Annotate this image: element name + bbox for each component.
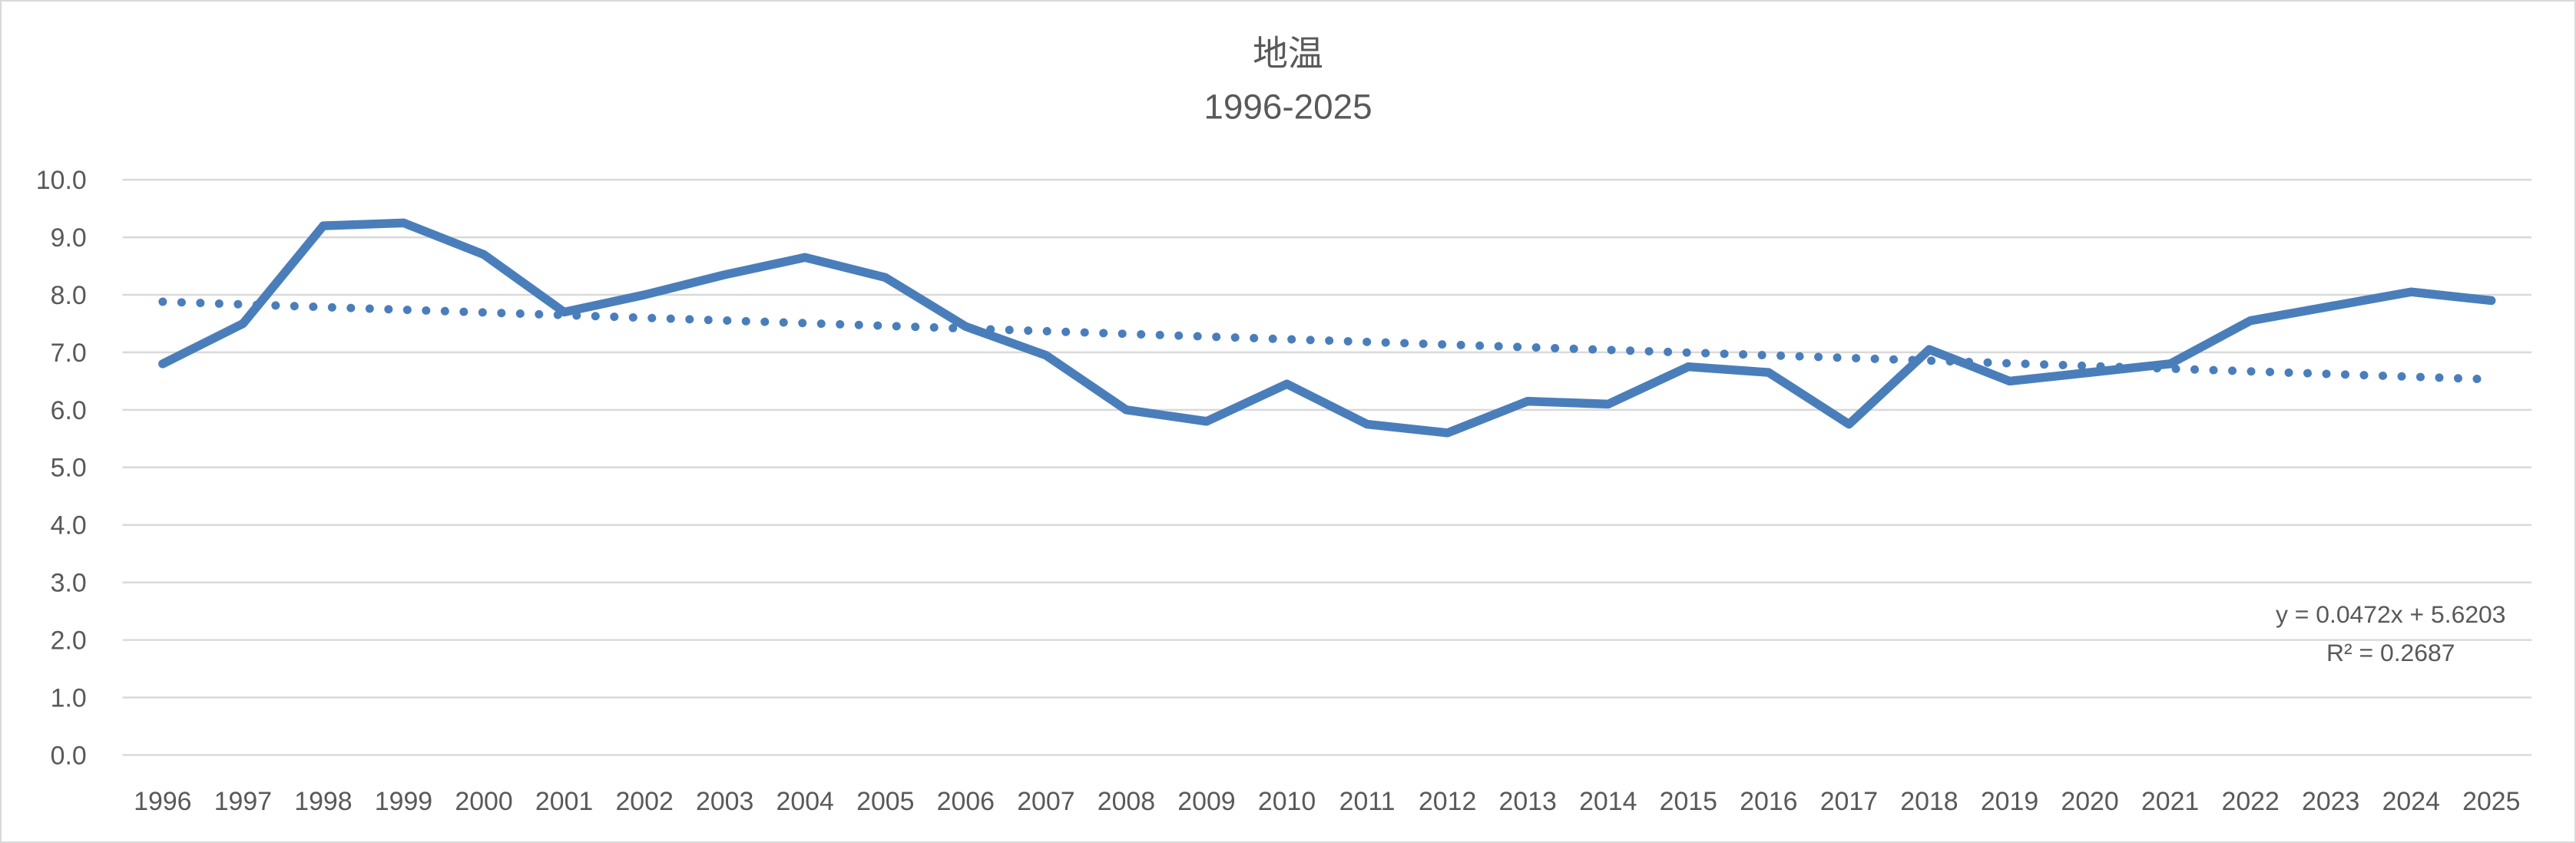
x-tick-label: 2000	[455, 787, 512, 816]
x-tick-label: 2023	[2302, 787, 2359, 816]
x-tick-label: 2025	[2462, 787, 2520, 816]
x-tick-label: 2001	[535, 787, 593, 816]
x-tick-label: 2024	[2382, 787, 2440, 816]
gridline-layer	[122, 178, 2532, 756]
y-tick-label: 4.0	[51, 511, 87, 541]
x-tick-label: 2011	[1339, 787, 1396, 816]
x-tick-label: 2019	[1981, 787, 2038, 816]
x-tick-label: 2014	[1579, 787, 1637, 816]
x-tick-label: 2009	[1177, 787, 1235, 816]
y-tick-label: 10.0	[36, 166, 87, 195]
x-tick-label: 2022	[2221, 787, 2279, 816]
x-tick-label: 2004	[776, 787, 834, 816]
y-tick-label: 7.0	[51, 339, 87, 368]
trendline	[158, 297, 2496, 384]
temperature-series-line	[158, 218, 2496, 438]
x-tick-label: 1999	[375, 787, 432, 816]
x-tick-label: 2020	[2061, 787, 2118, 816]
x-tick-label: 1998	[294, 787, 352, 816]
x-tick-label: 2017	[1820, 787, 1878, 816]
axis-label-layer: 0.0 1.0 2.0 3.0 4.0 5.0 6.0 7.0 8.0 9.0 10.0 1996 19…	[36, 166, 2521, 816]
y-tick-label: 1.0	[51, 683, 87, 712]
chart-title: 地温	[1253, 35, 1323, 74]
x-tick-label: 2005	[856, 787, 914, 816]
x-tick-label: 2012	[1419, 787, 1476, 816]
y-tick-label: 5.0	[51, 454, 87, 483]
trendline-equation: y = 0.0472x + 5.6203	[2276, 600, 2506, 628]
y-tick-label: 8.0	[51, 281, 87, 310]
x-tick-label: 1996	[134, 787, 191, 816]
y-tick-label: 2.0	[51, 626, 87, 656]
x-tick-label: 2010	[1258, 787, 1316, 816]
y-tick-label: 6.0	[51, 396, 87, 425]
x-tick-label: 2002	[615, 787, 673, 816]
y-tick-label: 9.0	[51, 223, 87, 253]
x-tick-label: 2016	[1740, 787, 1797, 816]
x-tick-label: 2015	[1660, 787, 1717, 816]
x-tick-label: 2006	[937, 787, 995, 816]
y-tick-label: 0.0	[51, 741, 87, 770]
trendline-r-squared: R² = 0.2687	[2326, 639, 2455, 666]
x-tick-label: 2018	[1900, 787, 1958, 816]
chart-subtitle: 1996-2025	[1204, 87, 1372, 126]
x-tick-label: 2008	[1098, 787, 1155, 816]
x-tick-label: 2003	[696, 787, 753, 816]
x-tick-label: 2021	[2141, 787, 2199, 816]
y-tick-label: 3.0	[51, 569, 87, 598]
series-layer	[158, 218, 2496, 438]
x-tick-label: 2007	[1017, 787, 1074, 816]
x-tick-label: 1997	[214, 787, 272, 816]
x-tick-label: 2013	[1499, 787, 1557, 816]
